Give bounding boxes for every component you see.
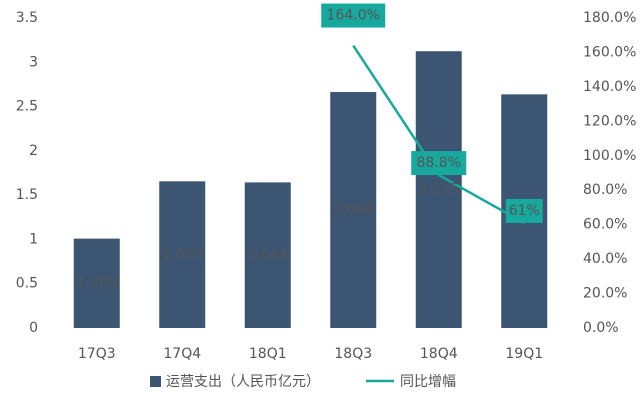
- bar-value-label: 1.644: [248, 247, 288, 263]
- y2-tick-label: 100.0%: [583, 148, 636, 164]
- legend-swatch: [150, 376, 161, 387]
- bar-value-label: 2.664: [333, 202, 373, 218]
- x-tick-label: 18Q1: [249, 346, 287, 362]
- y-tick-label: 2.5: [16, 99, 38, 115]
- line-label-box: [321, 3, 386, 28]
- x-tick-label: 18Q3: [334, 346, 372, 362]
- y2-tick-label: 140.0%: [583, 79, 636, 95]
- y2-tick-label: 120.0%: [583, 113, 636, 129]
- y2-tick-label: 180.0%: [583, 10, 636, 26]
- line-value-label: 88.8%: [417, 155, 461, 171]
- line: [352, 44, 525, 225]
- line-value-label: 164.0%: [327, 8, 380, 24]
- y2-tick-label: 40.0%: [583, 251, 627, 267]
- y2-tick-label: 80.0%: [583, 182, 627, 198]
- bar: [73, 238, 120, 328]
- y-tick-label: 0.5: [16, 276, 38, 292]
- legend-label: 同比增幅: [400, 374, 456, 390]
- line-label-box: [411, 151, 467, 176]
- y2-tick-label: 160.0%: [583, 44, 636, 60]
- y2-tick-label: 0.0%: [583, 320, 619, 336]
- line-label-box: [505, 198, 543, 223]
- bar: [244, 182, 291, 328]
- bar-value-label: 1.009: [77, 275, 117, 291]
- x-tick-label: 18Q4: [420, 346, 458, 362]
- y-tick-label: 1.5: [16, 187, 38, 203]
- y2-tick-label: 20.0%: [583, 286, 627, 302]
- bar-value-label: 1.656: [162, 247, 202, 263]
- y-tick-label: 2: [29, 143, 38, 159]
- bar: [330, 92, 377, 328]
- y-tick-label: 0: [29, 320, 38, 336]
- y-tick-label: 3: [29, 54, 38, 70]
- x-tick-label: 17Q3: [78, 346, 116, 362]
- x-tick-label: 17Q4: [163, 346, 201, 362]
- bar: [159, 181, 206, 328]
- x-tick-label: 19Q1: [505, 346, 543, 362]
- y-tick-label: 1: [29, 231, 38, 247]
- bar-value-label: 3.125: [419, 182, 459, 198]
- bar: [415, 51, 462, 328]
- legend-label: 运营支出（人民币亿元）: [166, 374, 320, 390]
- y-tick-label: 3.5: [16, 10, 38, 26]
- line-value-label: 61%: [509, 203, 540, 219]
- y2-tick-label: 60.0%: [583, 217, 627, 233]
